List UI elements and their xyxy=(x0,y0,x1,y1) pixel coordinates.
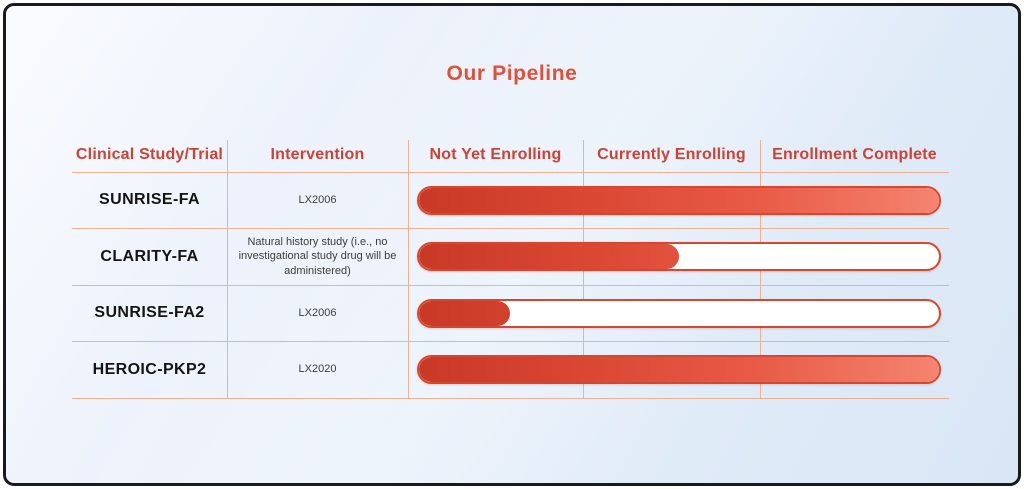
pipeline-card: Our Pipeline Clinical Study/Trial Interv… xyxy=(3,3,1021,486)
page-title: Our Pipeline xyxy=(446,62,578,85)
study-name: HEROIC-PKP2 xyxy=(92,360,207,378)
progress-fill xyxy=(419,244,679,269)
intervention-name: LX2006 xyxy=(298,306,337,319)
intervention-name: LX2006 xyxy=(298,193,337,206)
progress-fill xyxy=(419,301,510,326)
header-clinical-study-trial: Clinical Study/Trial xyxy=(75,146,224,163)
row-divider xyxy=(72,228,949,229)
progress-track xyxy=(417,299,941,328)
intervention-name: Natural history study (i.e., no investig… xyxy=(238,236,397,277)
intervention-name: LX2020 xyxy=(298,363,337,376)
progress-fill xyxy=(419,357,939,382)
header-intervention: Intervention xyxy=(270,146,365,163)
row-divider xyxy=(72,341,949,342)
column-divider xyxy=(227,140,228,398)
column-divider xyxy=(408,140,409,398)
row-divider xyxy=(72,285,949,286)
header-currently-enrolling: Currently Enrolling xyxy=(597,146,746,163)
study-name: CLARITY-FA xyxy=(100,247,199,265)
progress-track xyxy=(417,186,941,215)
study-name: SUNRISE-FA xyxy=(99,191,200,208)
row-divider xyxy=(72,398,949,399)
progress-fill xyxy=(419,188,939,213)
progress-track xyxy=(417,355,941,384)
header-not-yet-enrolling: Not Yet Enrolling xyxy=(429,146,562,163)
study-name: SUNRISE-FA2 xyxy=(94,304,205,321)
progress-track xyxy=(417,242,941,271)
row-divider xyxy=(72,172,949,173)
header-enrollment-complete: Enrollment Complete xyxy=(772,146,937,163)
